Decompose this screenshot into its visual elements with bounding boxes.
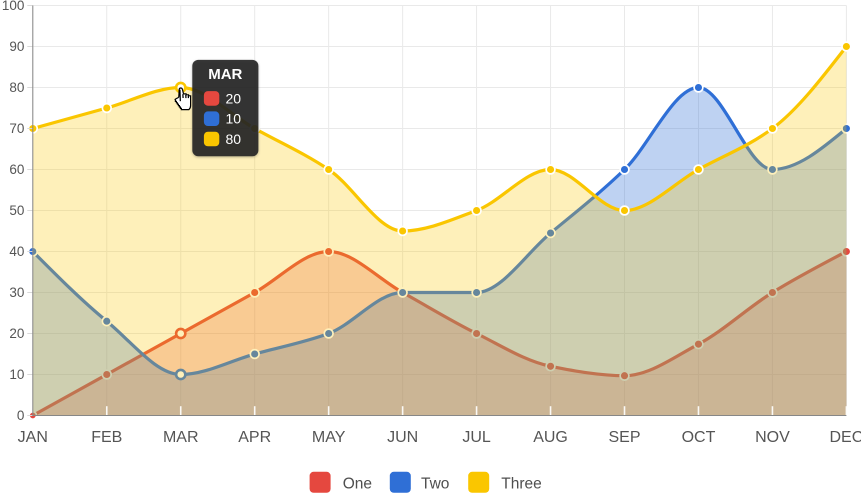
svg-text:NOV: NOV [755,429,790,446]
svg-text:60: 60 [9,162,24,177]
svg-text:80: 80 [9,80,24,95]
svg-text:10: 10 [226,111,242,127]
svg-text:10: 10 [9,367,24,382]
svg-text:50: 50 [9,203,24,218]
svg-text:30: 30 [9,285,24,300]
svg-text:OCT: OCT [682,429,716,446]
svg-text:FEB: FEB [91,429,122,446]
svg-text:JUL: JUL [462,429,491,446]
svg-text:90: 90 [9,39,24,54]
svg-text:80: 80 [226,131,242,147]
svg-text:20: 20 [226,90,242,106]
svg-text:JAN: JAN [18,429,48,446]
svg-text:20: 20 [9,326,24,341]
svg-text:MAR: MAR [163,429,199,446]
svg-text:100: 100 [2,0,25,13]
svg-text:DEC: DEC [830,429,861,446]
svg-text:JUN: JUN [387,429,418,446]
svg-text:MAY: MAY [312,429,346,446]
svg-text:MAR: MAR [208,66,242,83]
svg-text:AUG: AUG [533,429,568,446]
svg-text:One: One [343,476,372,493]
svg-text:SEP: SEP [609,429,641,446]
svg-text:Three: Three [501,476,542,493]
svg-text:40: 40 [9,244,24,259]
svg-text:APR: APR [238,429,271,446]
svg-text:70: 70 [9,121,24,136]
svg-text:Two: Two [421,476,449,493]
svg-text:0: 0 [17,408,25,423]
